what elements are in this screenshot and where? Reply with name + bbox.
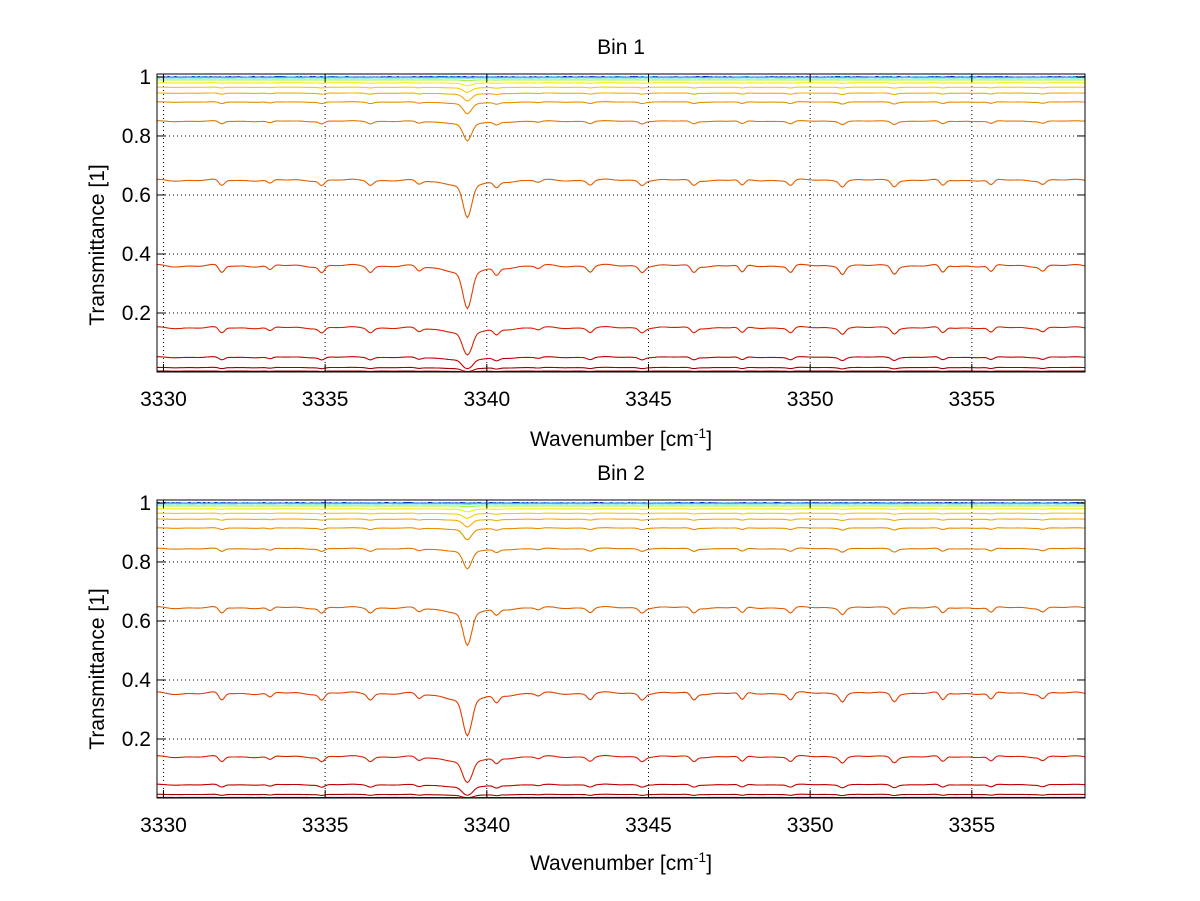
series-group <box>156 501 1086 799</box>
series-line-s11 <box>157 691 1086 737</box>
series-line-s10 <box>157 605 1086 647</box>
axes-frame <box>156 73 1086 373</box>
y-tick-label: 0.2 <box>122 728 151 751</box>
series-line-s3 <box>156 77 1085 79</box>
series-line-s5 <box>157 508 1086 513</box>
series-line-s8 <box>156 527 1086 541</box>
chart-title: Bin 1 <box>597 36 645 59</box>
series-line-s12 <box>156 755 1086 784</box>
x-axis-label: Wavenumber [cm-1] <box>530 849 712 875</box>
series-line-s6 <box>157 512 1085 519</box>
series-line-s7 <box>157 518 1086 528</box>
series-group <box>156 75 1086 373</box>
series-line-s14 <box>157 793 1086 799</box>
x-tick-label: 3340 <box>463 814 510 837</box>
x-tick-label: 3345 <box>625 814 672 837</box>
ticks: 3330 3335 3340 3345 3350 3355 0.2 0.4 0.6 0.8 1 <box>122 492 1085 837</box>
x-tick-label: 3350 <box>787 388 834 411</box>
y-tick-label: 1 <box>139 492 151 515</box>
y-tick-label: 0.8 <box>122 551 151 574</box>
axes-frame <box>156 499 1086 799</box>
y-tick-label: 0.6 <box>122 610 151 633</box>
x-tick-label: 3335 <box>302 388 349 411</box>
chart-title: Bin 2 <box>597 462 645 485</box>
series-line-s9 <box>157 120 1086 142</box>
x-tick-label: 3330 <box>140 388 187 411</box>
series-line-s12 <box>157 326 1086 356</box>
series-line-s8 <box>156 101 1086 115</box>
x-tick-label: 3345 <box>625 388 672 411</box>
series-line-s9 <box>157 547 1086 570</box>
y-tick-label: 0.4 <box>122 669 152 692</box>
ticks: 3330 3335 3340 3345 3350 3355 0.2 0.4 0.6 0.8 1 <box>122 66 1085 411</box>
x-axis-label: Wavenumber [cm-1] <box>530 425 712 451</box>
x-tick-label: 3350 <box>787 814 834 837</box>
series-line-s4 <box>157 505 1085 508</box>
y-tick-label: 1 <box>139 66 151 89</box>
chart-bin-2: Bin 2 3330 3335 3340 3345 3350 3355 0.2 0.4 0.6 0… <box>86 462 1086 875</box>
y-tick-label: 0.6 <box>122 184 151 207</box>
series-line-s11 <box>157 263 1086 310</box>
x-tick-label: 3355 <box>948 388 995 411</box>
x-tick-label: 3335 <box>302 814 349 837</box>
x-tick-label: 3355 <box>948 814 995 837</box>
series-line-s10 <box>157 178 1086 219</box>
series-line-s13 <box>157 356 1086 370</box>
series-line-s4 <box>157 79 1085 82</box>
series-line-s7 <box>157 92 1086 102</box>
series-line-s5 <box>157 82 1086 87</box>
series-line-s3 <box>156 503 1085 505</box>
series-line-s15 <box>157 370 1085 373</box>
y-axis-label: Transmittance [1] <box>86 164 109 325</box>
series-line-s14 <box>157 366 1086 373</box>
y-tick-label: 0.4 <box>122 243 152 266</box>
y-tick-label: 0.2 <box>122 302 151 325</box>
y-tick-label: 0.8 <box>122 125 151 148</box>
x-tick-label: 3340 <box>463 388 510 411</box>
y-axis-label: Transmittance [1] <box>86 588 109 749</box>
chart-bin-1: Bin 1 3330 3335 3340 3345 3350 3355 0.2 0.4 0.6 0… <box>86 36 1086 451</box>
series-line-s13 <box>157 783 1086 796</box>
x-tick-label: 3330 <box>140 814 187 837</box>
series-line-s6 <box>157 86 1085 93</box>
